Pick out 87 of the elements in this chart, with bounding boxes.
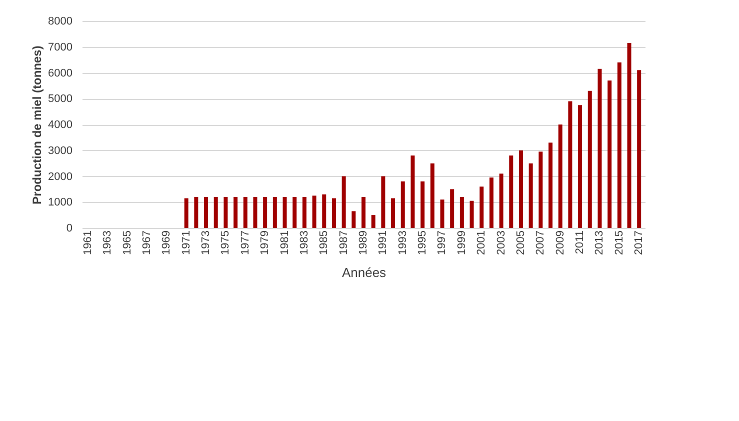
y-tick-label: 6000 xyxy=(48,67,72,80)
bar xyxy=(400,181,405,228)
bar xyxy=(627,42,632,228)
x-tick-label: 2001 xyxy=(476,230,488,255)
y-tick-label: 5000 xyxy=(48,93,72,106)
x-tick-label: 1965 xyxy=(121,230,134,255)
bar xyxy=(272,196,277,228)
bar xyxy=(489,178,494,228)
x-tick-label: 2011 xyxy=(574,230,586,254)
x-tick-label: 2009 xyxy=(554,230,566,255)
x-tick-label: 2003 xyxy=(495,230,508,255)
y-tick-label: 4000 xyxy=(48,119,72,131)
y-axis-title: Production de miel (tonnes) xyxy=(30,46,44,204)
x-tick-label: 1969 xyxy=(160,230,173,255)
bar xyxy=(598,68,602,228)
bar xyxy=(558,124,562,228)
bar xyxy=(440,200,444,228)
bar xyxy=(480,186,484,228)
x-tick-label: 1987 xyxy=(338,230,350,255)
bar xyxy=(352,211,356,228)
x-tick-label: 1989 xyxy=(358,230,370,255)
bar xyxy=(332,198,336,228)
y-tick-label: 7000 xyxy=(48,41,72,54)
x-tick-label: 1995 xyxy=(416,230,429,255)
x-tick-label: 1999 xyxy=(456,230,468,255)
bar xyxy=(312,196,316,228)
bar xyxy=(470,200,474,228)
x-tick-label: 2005 xyxy=(514,230,527,255)
bar xyxy=(253,196,258,228)
x-tick-label: 1983 xyxy=(298,230,310,255)
bar xyxy=(342,176,346,228)
x-tick-label: 2007 xyxy=(534,230,547,255)
x-tick-label: 1961 xyxy=(82,230,94,255)
bar xyxy=(322,194,326,228)
bar xyxy=(518,150,523,228)
bar xyxy=(608,80,612,228)
y-tick-label: 0 xyxy=(66,222,72,234)
bar xyxy=(292,196,297,228)
x-tick-label: 2017 xyxy=(633,230,646,255)
bar xyxy=(637,70,642,228)
bar xyxy=(528,163,533,228)
y-tick-label: 1000 xyxy=(48,196,72,209)
bar xyxy=(450,189,454,228)
y-tick-label: 8000 xyxy=(48,16,72,28)
x-tick-label: 1981 xyxy=(278,230,291,255)
bar xyxy=(460,196,464,228)
x-tick-label: 1975 xyxy=(220,230,232,255)
x-tick-label: 1963 xyxy=(102,230,114,255)
x-tick-label: 1971 xyxy=(180,230,192,255)
bar xyxy=(499,174,504,228)
bar xyxy=(214,196,218,228)
bar xyxy=(617,62,622,228)
x-tick-label: 1997 xyxy=(436,230,448,255)
bar xyxy=(548,142,553,228)
x-axis-title: Années xyxy=(342,264,387,280)
bar xyxy=(568,101,572,228)
y-tick-label: 3000 xyxy=(48,144,72,157)
bar xyxy=(588,90,592,228)
x-tick-label: 1967 xyxy=(140,230,153,255)
bar xyxy=(410,156,415,228)
bar xyxy=(224,196,228,228)
bar xyxy=(509,156,514,228)
bar xyxy=(578,105,582,228)
x-tick-label: 1991 xyxy=(377,230,390,255)
x-tick-label: 1979 xyxy=(259,230,272,255)
bar xyxy=(263,196,268,228)
x-tick-label: 1985 xyxy=(318,230,330,255)
y-tick-label: 2000 xyxy=(48,170,72,183)
x-tick-label: 2015 xyxy=(613,230,626,255)
bar xyxy=(391,198,396,228)
bar xyxy=(538,152,543,228)
bar xyxy=(184,198,188,228)
bar xyxy=(243,196,248,228)
bar xyxy=(420,181,425,228)
bar xyxy=(194,196,198,228)
x-tick-label: 2013 xyxy=(594,230,606,255)
bar xyxy=(282,196,287,228)
bar xyxy=(371,215,376,228)
bar xyxy=(302,196,306,228)
bar xyxy=(362,196,366,228)
bar xyxy=(430,163,434,228)
x-tick-label: 1977 xyxy=(239,230,252,255)
bar xyxy=(381,176,386,228)
x-tick-label: 1993 xyxy=(396,230,409,255)
bar xyxy=(204,196,208,228)
x-tick-label: 1973 xyxy=(200,230,212,255)
bar xyxy=(234,196,238,228)
